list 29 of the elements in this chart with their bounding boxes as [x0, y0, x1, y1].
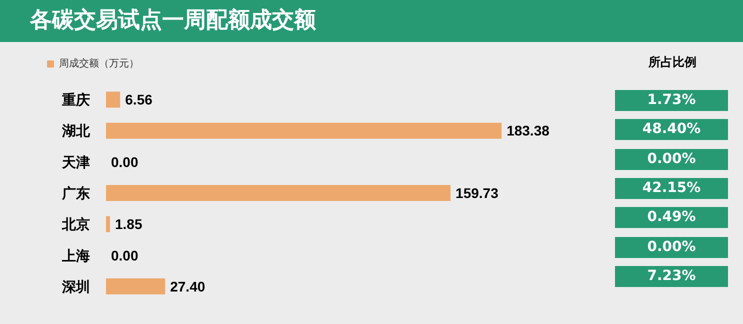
data-label: 0.00: [111, 154, 138, 170]
data-label: 6.56: [125, 92, 153, 108]
bar: [106, 92, 120, 108]
text: 7.23%: [615, 266, 728, 287]
legend-label: 周成交额（万元）: [59, 58, 139, 70]
data-label: 0.00: [111, 247, 138, 264]
y-tick-label: 上海: [61, 247, 90, 264]
text: 0.49%: [615, 207, 728, 228]
text: 48.40%: [615, 119, 728, 140]
data-label: 159.73: [456, 185, 499, 201]
data-label: 1.85: [114, 216, 142, 232]
text: 0.00%: [615, 148, 728, 170]
bar: [106, 122, 502, 139]
y-tick-label: 天津: [61, 154, 90, 170]
y-tick-label: 湖北: [61, 122, 91, 139]
bar: [106, 278, 166, 294]
y-tick-label: 北京: [61, 216, 90, 232]
y-tick-label: 深圳: [61, 278, 90, 294]
bar: [106, 216, 110, 232]
y-tick-label: 重庆: [61, 92, 90, 108]
data-label: 183.38: [506, 122, 550, 139]
bar: [106, 185, 451, 201]
text: 1.73%: [615, 90, 728, 111]
text: 所占比例: [648, 54, 698, 71]
text: 42.15%: [615, 178, 728, 199]
y-tick-label: 广东: [61, 185, 90, 201]
text: 0.00%: [615, 236, 728, 258]
data-label: 27.40: [170, 278, 206, 294]
chart-title: 各碳交易试点一周配额成交额: [0, 0, 743, 42]
